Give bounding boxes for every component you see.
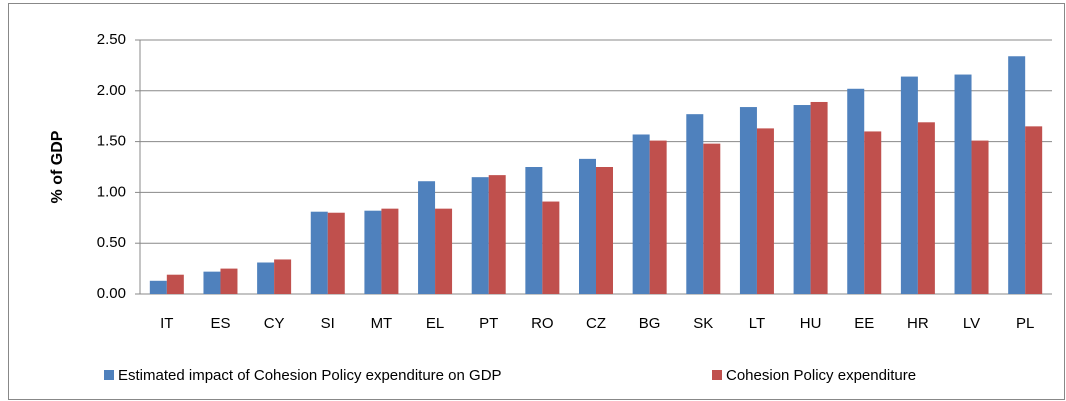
bar <box>418 181 436 294</box>
legend-label: Cohesion Policy expenditure <box>726 367 916 384</box>
bar <box>686 114 704 294</box>
x-tick-label: LV <box>963 315 980 332</box>
bar <box>381 208 399 294</box>
bar <box>579 158 596 294</box>
bar <box>739 107 757 294</box>
x-tick-label: PL <box>1016 315 1034 332</box>
x-tick-label: RO <box>531 315 554 332</box>
x-tick-label: BG <box>639 315 661 332</box>
y-tick-label: 1.50 <box>97 133 126 150</box>
bar <box>703 143 721 294</box>
bar <box>310 211 328 294</box>
x-tick-label: SK <box>693 315 713 332</box>
bar <box>525 167 543 294</box>
x-tick-label: CY <box>264 315 285 332</box>
bar <box>542 201 560 294</box>
bar <box>149 280 167 294</box>
bar <box>220 268 238 294</box>
legend-swatch <box>104 370 114 380</box>
bar <box>166 274 184 294</box>
y-axis-label: % of GDP <box>49 130 66 203</box>
x-tick-label: ES <box>210 315 230 332</box>
bar <box>1008 56 1026 295</box>
x-tick-label: MT <box>371 315 393 332</box>
x-tick-label: HU <box>800 315 822 332</box>
bar <box>364 210 382 294</box>
y-tick-label: 0.50 <box>97 234 126 251</box>
bar <box>596 167 613 294</box>
x-tick-label: EL <box>426 315 444 332</box>
x-tick-label: SI <box>321 315 335 332</box>
legend-label: Estimated impact of Cohesion Policy expe… <box>118 367 502 384</box>
bar <box>954 74 972 294</box>
bar <box>756 128 774 294</box>
bar <box>810 101 828 294</box>
y-tick-label: 2.00 <box>97 82 126 99</box>
bar <box>257 262 275 294</box>
y-tick-label: 1.00 <box>97 183 126 200</box>
x-tick-label: CZ <box>586 315 606 332</box>
bar <box>203 271 221 294</box>
bar <box>488 175 506 294</box>
bar <box>917 122 935 295</box>
bar <box>649 140 667 294</box>
y-tick-label: 2.50 <box>97 31 126 48</box>
x-tick-label: HR <box>907 315 929 332</box>
bar <box>1025 126 1043 294</box>
bar <box>847 88 865 294</box>
x-tick-label: PT <box>479 315 498 332</box>
bar <box>900 76 918 295</box>
bar <box>632 134 650 294</box>
x-tick-label: IT <box>160 315 173 332</box>
x-tick-label: EE <box>854 315 874 332</box>
bar <box>971 140 989 294</box>
bar <box>435 208 453 294</box>
bar <box>274 259 292 294</box>
bar <box>793 105 811 294</box>
legend-swatch <box>712 370 722 380</box>
y-tick-label: 0.00 <box>97 285 126 302</box>
bar <box>327 212 345 294</box>
x-tick-label: LT <box>749 315 765 332</box>
bar <box>471 177 489 294</box>
bar <box>864 131 882 294</box>
